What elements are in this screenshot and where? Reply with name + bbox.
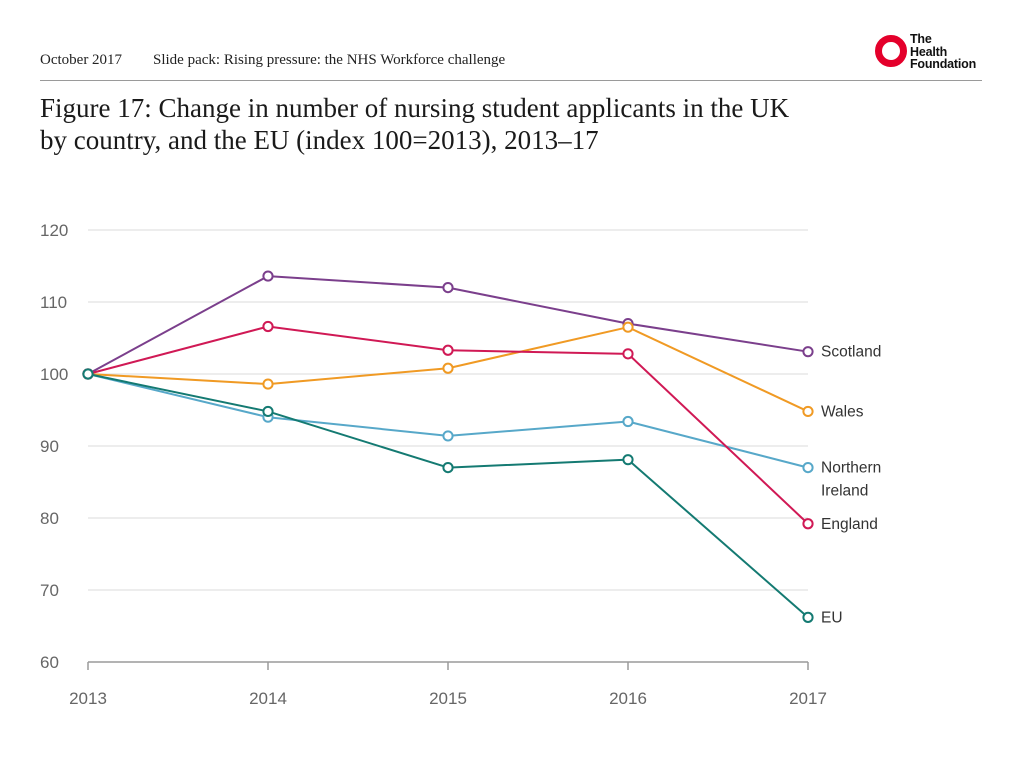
data-point-england [622,348,634,360]
data-point-wales [262,378,274,390]
data-point-eu [262,405,274,418]
x-tick-label: 2015 [429,689,467,708]
data-point-england [802,518,814,530]
series-label-england: England [821,516,878,533]
figure-title-line-1: Figure 17: Change in number of nursing s… [40,93,790,123]
series-label-line: Ireland [821,483,868,500]
x-axis-tick-labels: 2013 2014 2015 2016 2017 [69,689,827,708]
series-line-eu [87,373,809,619]
y-tick-label: 100 [40,365,68,384]
series-label-eu: EU [821,609,843,626]
x-tick-label: 2017 [789,689,827,708]
gridlines [88,229,808,591]
y-tick-label: 120 [40,221,68,240]
series-label-line: EU [821,609,843,626]
x-tick-label: 2013 [69,689,107,708]
series-labels: Scotland Wales Northern Ireland England EU [821,344,881,627]
data-point-england [262,320,274,333]
data-point-wales [442,362,454,374]
series-label-line: Northern [821,460,881,477]
data-point-eu [82,368,94,380]
slide-pack-title: Slide pack: Rising pressure: the NHS Wor… [153,52,506,68]
series-label-line: Wales [821,403,864,420]
series-label-wales: Wales [821,403,864,420]
data-point-scotland [802,346,814,358]
y-tick-label: 70 [40,581,59,600]
data-point-eu [802,611,814,623]
logo-line: Foundation [910,57,977,71]
data-point-wales [622,321,634,333]
data-point-eu [442,462,454,474]
y-axis-tick-labels: 60 70 80 90 100 110 120 [40,221,68,672]
data-point-northern-ireland [802,462,814,474]
series-label-line: Scotland [821,344,881,361]
x-tick-label: 2014 [249,689,287,708]
data-point-eu [622,454,634,466]
data-point-scotland [262,270,274,282]
data-point-wales [802,405,814,418]
y-tick-label: 80 [40,509,59,528]
x-tick-label: 2016 [609,689,647,708]
logo-ring-icon [875,35,907,67]
series-label-line: England [821,516,878,533]
data-point-northern-ireland [622,415,634,428]
y-tick-label: 90 [40,437,59,456]
series-label-scotland: Scotland [821,344,881,361]
series-label-northern-ireland: Northern Ireland [821,460,881,500]
series-line-england [87,325,809,525]
x-axis [87,661,809,670]
data-point-scotland [442,282,454,294]
figure-title-line-2: by country, and the EU (index 100=2013),… [40,125,599,155]
logo-line: The [910,32,932,46]
health-foundation-logo: The Health Foundation [874,33,986,71]
figure-title: Figure 17: Change in number of nursing s… [40,92,940,156]
data-point-northern-ireland [442,430,454,442]
header-date: October 2017 [40,52,123,68]
series-lines [82,270,814,623]
data-point-england [442,344,454,356]
logo-line: Health [910,44,948,59]
logo-wordmark: The Health Foundation [910,33,976,71]
y-tick-label: 110 [40,293,67,312]
header-divider [40,80,982,81]
y-tick-label: 60 [40,653,59,672]
